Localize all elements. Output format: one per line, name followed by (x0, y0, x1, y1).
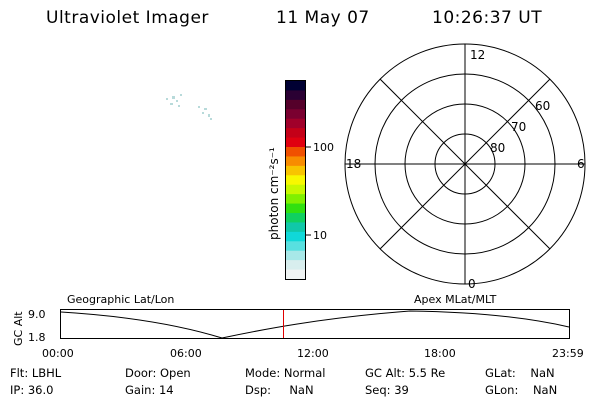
info-seq: Seq: 39 (365, 383, 409, 397)
colorbar-swatch (286, 81, 305, 92)
colorbar-swatch (286, 137, 305, 148)
info-gc-alt: GC Alt: 5.5 Re (365, 366, 446, 380)
track-x-tick-0600: 06:00 (170, 347, 202, 360)
colorbar-tick-label-100: 100 (313, 141, 334, 154)
mlt-label-6: 6 (577, 157, 585, 171)
track-y-tick-min: 1.8 (28, 331, 46, 344)
colorbar-unit-label: photon cm⁻²s⁻¹ (267, 147, 281, 240)
colorbar-swatch (286, 250, 305, 261)
lat-label-60: 60 (535, 99, 550, 113)
track-y-axis-label: GC Alt (12, 311, 25, 346)
colorbar-swatch (286, 269, 305, 280)
colorbar-swatch (286, 194, 305, 205)
polar-grid (344, 43, 586, 285)
track-left-title: Geographic Lat/Lon (67, 293, 174, 306)
orbit-altitude-curve (60, 310, 570, 339)
track-x-tick-2359: 23:59 (552, 347, 584, 360)
info-mode: Mode: Normal (245, 366, 326, 380)
colorbar-swatch (286, 118, 305, 129)
colorbar-swatch (286, 260, 305, 271)
time-label: 10:26:37 UT (432, 8, 543, 28)
mlt-label-18: 18 (346, 157, 361, 171)
info-gain: Gain: 14 (125, 383, 174, 397)
info-glat: GLat: NaN (485, 366, 555, 380)
colorbar-swatch (286, 184, 305, 195)
image-speckles (166, 94, 212, 120)
colorbar-swatch (286, 99, 305, 110)
colorbar-swatch (286, 90, 305, 101)
colorbar (286, 81, 305, 280)
colorbar-swatch (286, 231, 305, 242)
info-ip: IP: 36.0 (10, 383, 54, 397)
track-x-tick-1200: 12:00 (297, 347, 329, 360)
track-frame (60, 309, 570, 339)
colorbar-swatch (286, 109, 305, 120)
colorbar-swatch (286, 147, 305, 158)
mlt-label-12: 12 (470, 48, 485, 62)
colorbar-swatch (286, 175, 305, 186)
track-x-tick-1800: 18:00 (424, 347, 456, 360)
colorbar-swatch (286, 156, 305, 167)
colorbar-swatch (286, 241, 305, 252)
colorbar-swatch (286, 213, 305, 224)
colorbar-tick-label-10: 10 (313, 229, 327, 242)
lat-label-80: 80 (490, 141, 505, 155)
info-dsp: Dsp: NaN (245, 383, 314, 397)
info-flt: Flt: LBHL (10, 366, 62, 380)
mlt-label-0: 0 (468, 277, 476, 291)
colorbar-frame (285, 80, 306, 280)
track-y-tick-max: 9.0 (28, 308, 46, 321)
colorbar-swatch (286, 165, 305, 176)
track-x-tick-0000: 00:00 (42, 347, 74, 360)
instrument-title: Ultraviolet Imager (46, 8, 209, 28)
colorbar-swatch (286, 203, 305, 214)
date-label: 11 May 07 (276, 8, 370, 28)
info-door: Door: Open (125, 366, 191, 380)
polar-diagonal-2 (379, 78, 551, 250)
colorbar-swatch (286, 222, 305, 233)
colorbar-swatch (286, 128, 305, 139)
lat-label-70: 70 (511, 120, 526, 134)
track-right-title: Apex MLat/MLT (414, 293, 497, 306)
info-glon: GLon: NaN (485, 383, 558, 397)
